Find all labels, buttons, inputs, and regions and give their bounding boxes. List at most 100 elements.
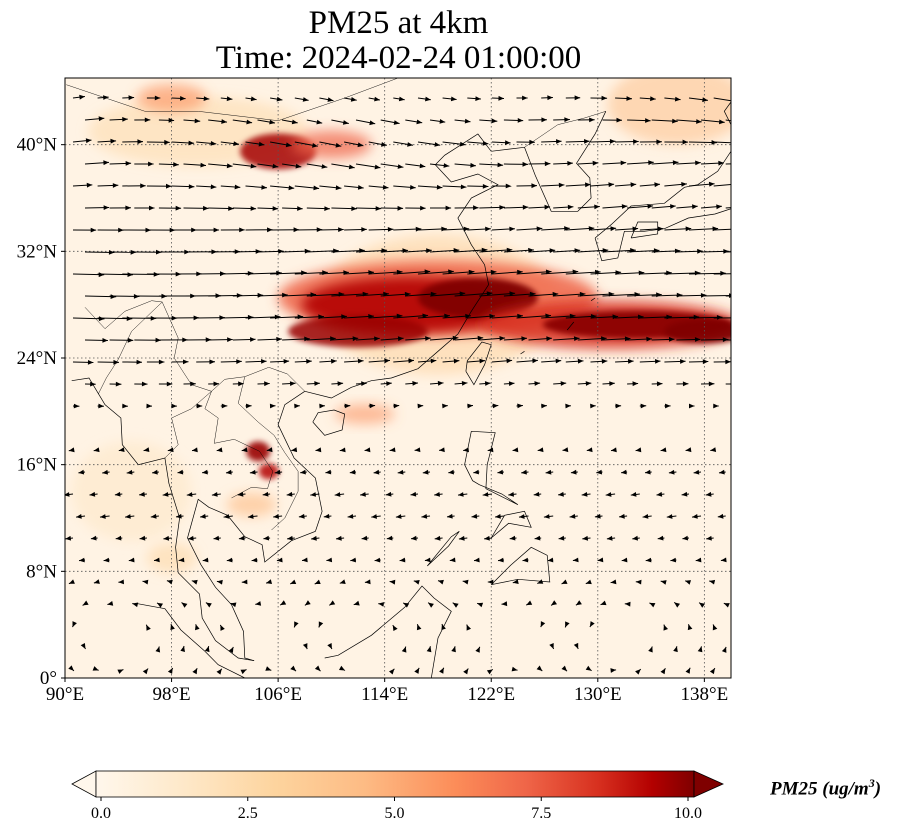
wind-arrow-head (313, 185, 320, 191)
wind-arrow-head (642, 514, 649, 519)
wind-arrow-head (140, 183, 146, 189)
wind-arrow-head (127, 337, 134, 343)
wind-arrow-head (465, 313, 471, 319)
wind-arrow-head (102, 338, 108, 343)
wind-arrow-head (171, 403, 177, 409)
wind-arrow-head (589, 117, 595, 123)
wind-arrow-head (495, 514, 501, 519)
wind-arrow-head (79, 557, 85, 563)
wind-arrow-head (162, 492, 169, 497)
wind-arrow-head (508, 381, 515, 386)
wind-arrow-head (175, 205, 182, 211)
wind-arrow-head (565, 403, 571, 409)
wind-arrow-head (137, 139, 143, 145)
wind-arrow-head (233, 141, 239, 146)
wind-arrow-head (385, 491, 392, 497)
wind-arrow-head (705, 491, 712, 497)
wind-arrow-head (713, 403, 719, 409)
wind-arrow-head (278, 249, 284, 254)
country-border (98, 301, 163, 395)
wind-arrow-head (167, 447, 174, 453)
wind-arrow-head (98, 316, 105, 322)
wind-arrow-head (115, 381, 122, 387)
wind-arrow-head (549, 248, 556, 253)
wind-arrow-head (188, 184, 195, 189)
wind-arrow-head (635, 669, 641, 675)
wind-arrow-head (610, 579, 617, 585)
wind-arrow-head (269, 119, 275, 125)
wind-arrow-head (414, 447, 421, 453)
wind-arrow-head (402, 248, 409, 254)
wind-arrow-head (547, 557, 554, 563)
wind-arrow-head (529, 291, 536, 297)
wind-arrow-head (475, 96, 481, 101)
wind-arrow-head (353, 600, 360, 606)
wind-arrow-head (239, 227, 245, 233)
wind-arrow-head (626, 96, 632, 101)
lat-tick-label: 0° (40, 668, 57, 689)
wind-arrow-head (757, 293, 763, 298)
coastline (304, 133, 525, 399)
wind-arrow-head (745, 161, 751, 166)
wind-arrow-head (336, 535, 342, 541)
coastline (71, 377, 255, 662)
wind-arrow-head (687, 624, 693, 631)
wind-arrow-shaft (429, 292, 466, 297)
wind-arrow-head (141, 381, 148, 387)
wind-arrow-head (223, 514, 230, 519)
wind-arrow-head (146, 624, 151, 631)
wind-arrow-head (589, 621, 595, 627)
wind-arrow-head (512, 579, 519, 584)
wind-arrow-head (447, 513, 453, 519)
map-title: PM25 at 4km (308, 5, 489, 41)
wind-arrow-head (302, 643, 308, 650)
wind-arrow-head (216, 579, 223, 585)
wind-arrow-head (565, 621, 570, 628)
wind-arrow-head (85, 138, 92, 144)
wind-arrow-head (720, 270, 726, 276)
wind-arrow-head (468, 269, 475, 275)
wind-arrow-head (166, 381, 173, 387)
wind-arrow-head (420, 205, 426, 211)
wind-arrow-head (403, 602, 410, 608)
wind-arrow-head (276, 270, 282, 276)
wind-arrow-head (266, 447, 273, 453)
wind-arrow-head (364, 579, 371, 585)
wind-arrow-head (176, 513, 182, 519)
wind-arrow-head (90, 227, 97, 233)
wind-arrow-head (649, 602, 656, 608)
wind-arrow-head (656, 381, 663, 387)
wind-arrow-shaft (516, 271, 552, 275)
wind-arrow-head (693, 469, 700, 475)
wind-arrow-head (450, 96, 457, 102)
wind-arrow-shaft (627, 294, 662, 297)
wind-arrow-head (76, 514, 82, 519)
wind-arrow-shaft (713, 97, 731, 102)
wind-arrow-head (517, 118, 524, 123)
map-background (65, 78, 731, 678)
wind-arrow-head (439, 447, 445, 453)
wind-arrow-head (300, 469, 306, 475)
colorbar: 0.0 2.5 5.0 7.5 10.0 (71, 770, 724, 822)
wind-arrow-head (436, 184, 443, 190)
wind-arrow-head (263, 535, 270, 541)
wind-arrow-head (522, 557, 529, 563)
wind-arrow-head (682, 381, 689, 387)
wind-arrow-head (708, 381, 715, 387)
wind-arrow-head (100, 514, 106, 519)
wind-arrow-head (597, 557, 604, 563)
wind-arrow-shaft (602, 293, 641, 297)
wind-arrow-head (110, 294, 117, 299)
wind-arrow-head (709, 579, 716, 585)
wind-arrow-head (630, 182, 637, 188)
wind-arrow-shaft (688, 272, 726, 275)
coastline (524, 111, 607, 212)
colorbar-gradient (95, 770, 695, 798)
wind-arrow-head (339, 665, 345, 671)
wind-arrow-head (466, 624, 471, 631)
wind-arrow-head (585, 579, 592, 585)
wind-arrow-head (350, 557, 356, 563)
wind-arrow-head (499, 336, 506, 341)
pm25-blob (334, 404, 395, 424)
wind-arrow-head (645, 118, 651, 123)
